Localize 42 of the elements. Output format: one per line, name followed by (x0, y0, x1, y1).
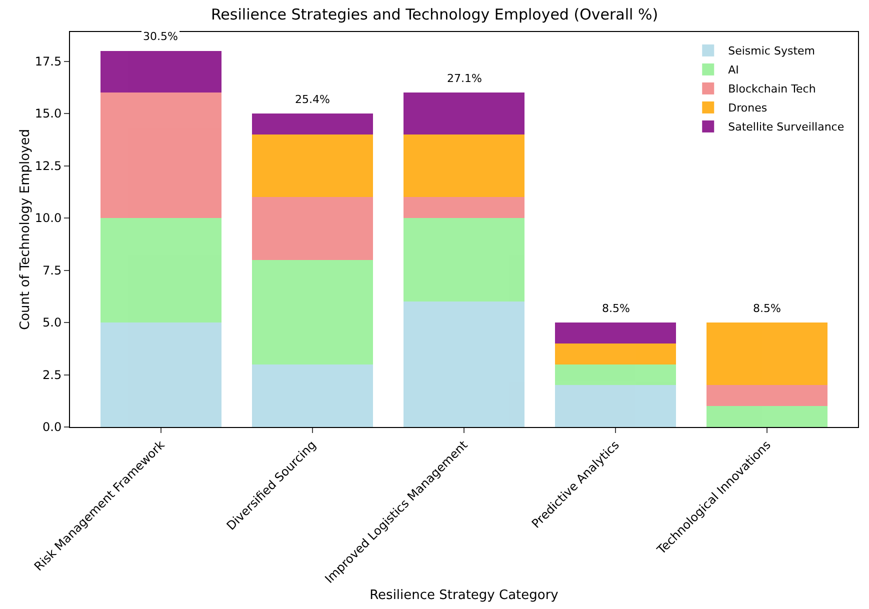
bar (554, 322, 676, 344)
y-tick-label: 5.0 (42, 316, 62, 330)
y-axis-title: Count of Technology Employed (18, 129, 33, 330)
y-tick-label: 2.5 (42, 368, 62, 382)
bar (100, 322, 222, 427)
bar (554, 385, 676, 427)
bar (706, 385, 828, 406)
legend-label: Seismic System (728, 44, 815, 58)
bar (403, 218, 525, 302)
x-axis-title: Resilience Strategy Category (370, 588, 559, 604)
y-tick-label: 7.5 (42, 263, 62, 278)
y-tick-label: 10.0 (34, 211, 62, 226)
annotation: 30.5% (143, 30, 178, 43)
bar (554, 343, 676, 364)
legend-label: AI (728, 64, 739, 77)
bar (403, 92, 525, 134)
bar (252, 134, 374, 198)
bar (252, 260, 374, 364)
bar (403, 197, 525, 218)
y-tick-label: 0.0 (42, 420, 62, 434)
y-tick-label: 15.0 (34, 106, 62, 121)
y-tick-label: 17.5 (34, 54, 62, 68)
y-tick-label: 12.5 (34, 158, 62, 173)
bar (706, 322, 828, 386)
bar (706, 406, 828, 427)
annotation: 8.5% (753, 302, 781, 315)
bar (554, 364, 676, 386)
annotation: 8.5% (602, 302, 630, 315)
bar (403, 302, 525, 427)
legend-label: Drones (728, 102, 768, 115)
annotation: 25.4% (295, 93, 330, 106)
bar (100, 92, 222, 218)
bar (252, 364, 374, 427)
bar (100, 50, 222, 93)
bar (403, 134, 525, 198)
bar (252, 114, 374, 134)
annotation: 27.1% (447, 72, 482, 85)
bar (252, 197, 374, 260)
legend-label: Satellite Surveillance (728, 120, 844, 134)
legend-label: Blockchain Tech (728, 82, 816, 96)
bar (100, 218, 222, 322)
chart-title: Resilience Strategies and Technology Employed (Overall %) (210, 6, 658, 24)
